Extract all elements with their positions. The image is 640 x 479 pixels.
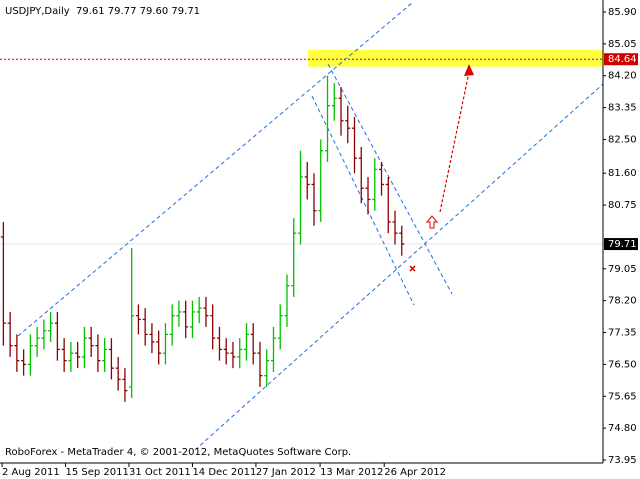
current-price-label: 79.71 [608, 239, 637, 250]
stop-mark [409, 265, 416, 272]
y-tick-label: 77.35 [608, 328, 637, 339]
channel-lines [17, 2, 604, 451]
x-tick-label: 31 Oct 2011 [129, 467, 191, 478]
channel-line [194, 83, 604, 451]
forecast-arrow [439, 71, 470, 213]
ohlc-label: 79.61 79.77 79.60 79.71 [76, 6, 200, 17]
y-tick-label: 80.75 [608, 200, 637, 211]
forecast [409, 64, 474, 272]
channel-line [327, 63, 453, 295]
target-zone [308, 49, 603, 67]
y-tick-label: 78.20 [608, 296, 637, 307]
x-tick-label: 27 Jan 2012 [256, 467, 316, 478]
target-price-box [604, 53, 638, 66]
channel-line [17, 2, 413, 337]
target-price-label: 84.64 [608, 54, 637, 65]
x-tick-label: 2 Aug 2011 [2, 467, 60, 478]
y-tick-label: 85.05 [608, 39, 637, 50]
footer: RoboForex - MetaTrader 4, © 2001-2012, M… [5, 447, 351, 458]
x-tick-label: 13 Mar 2012 [320, 467, 383, 478]
y-tick-label: 82.50 [608, 134, 637, 145]
y-tick-label: 76.50 [608, 359, 637, 370]
y-tick-label: 83.35 [608, 103, 637, 114]
y-tick-label: 74.80 [608, 423, 637, 434]
chart-title: USDJPY,Daily [5, 6, 70, 17]
y-tick-label: 85.90 [608, 7, 637, 18]
current-price-box [604, 238, 638, 251]
y-tick-label: 75.65 [608, 391, 637, 402]
y-tick-label: 73.95 [608, 455, 637, 466]
up-signal [425, 215, 439, 229]
forecast-arrowhead [464, 64, 474, 76]
y-tick-label: 79.05 [608, 264, 637, 275]
x-tick-label: 15 Sep 2011 [65, 467, 128, 478]
x-tick-label: 14 Dec 2011 [192, 467, 256, 478]
x-tick-label: 26 Apr 2012 [384, 467, 446, 478]
y-tick-label: 81.60 [608, 168, 637, 179]
y-tick-label: 84.20 [608, 71, 637, 82]
channel-line [311, 95, 415, 306]
